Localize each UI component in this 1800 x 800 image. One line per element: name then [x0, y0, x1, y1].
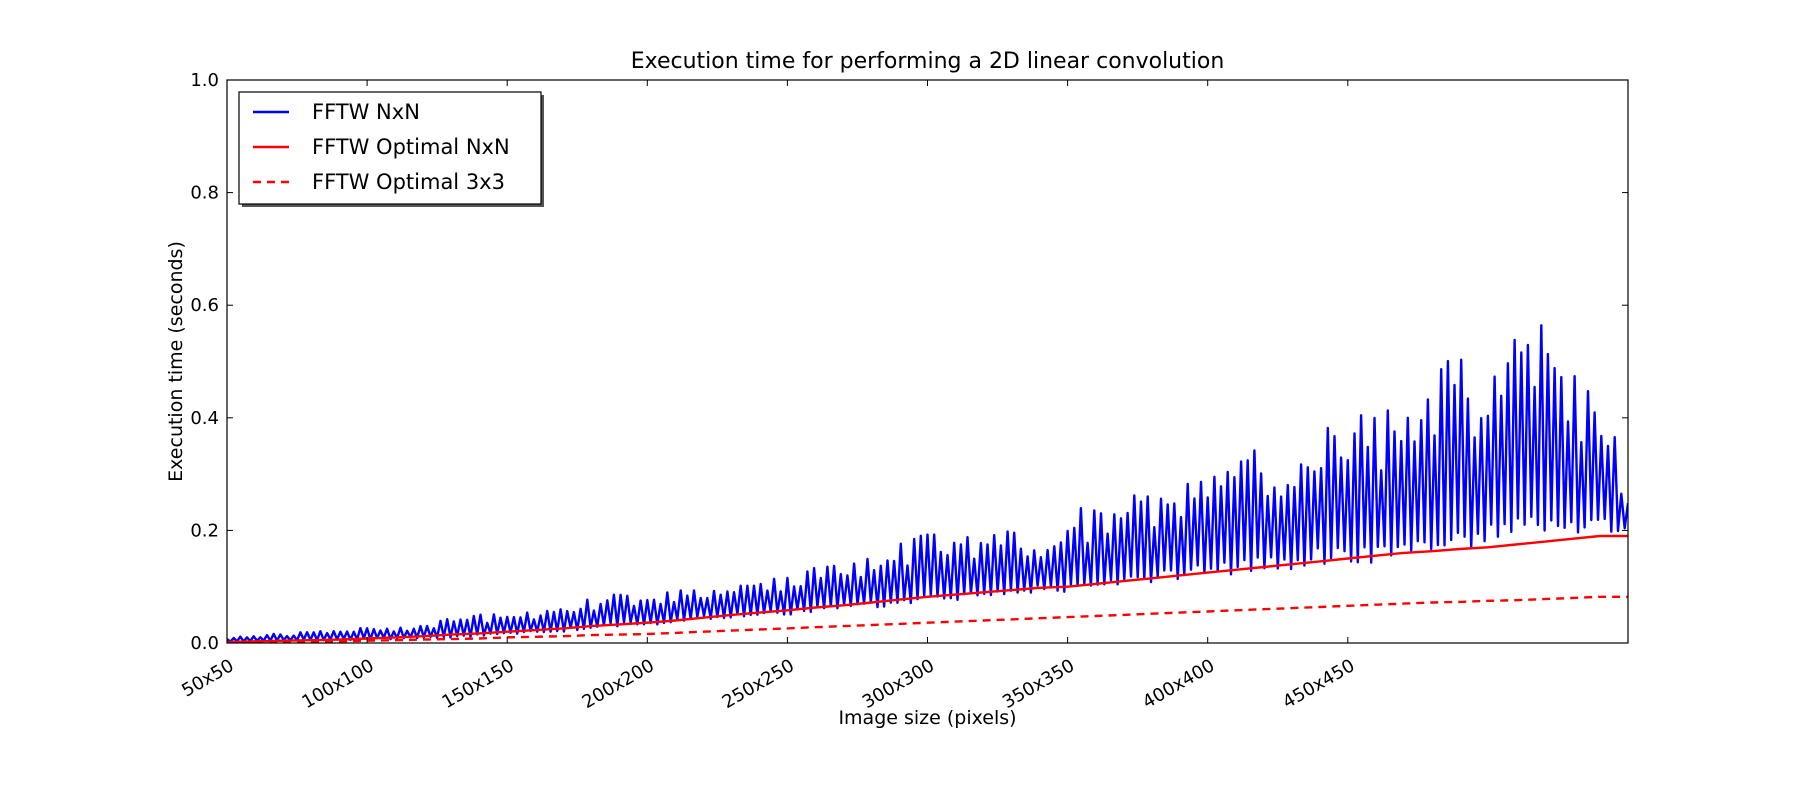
y-tick-label: 0.2	[190, 520, 219, 541]
series-line-2	[227, 595, 1628, 643]
series-line-0	[227, 324, 1628, 643]
legend: FFTW NxN FFTW Optimal NxN FFTW Optimal 3x3	[238, 91, 544, 207]
series-layer	[227, 324, 1628, 643]
legend-label: FFTW NxN	[312, 100, 420, 124]
y-tick-label: 0.8	[190, 183, 219, 204]
y-tick-label: 0.4	[190, 408, 219, 429]
y-axis-label: Execution time (seconds)	[165, 241, 187, 482]
legend-box	[238, 91, 542, 205]
y-axis: 0.0 0.2 0.4 0.6 0.8 1.0	[190, 70, 1628, 654]
legend-label: FFTW Optimal 3x3	[312, 170, 505, 194]
y-tick-label: 0.6	[190, 295, 219, 316]
x-axis-label: Image size (pixels)	[838, 707, 1016, 729]
y-tick-label: 0.0	[190, 633, 219, 654]
legend-label: FFTW Optimal NxN	[312, 135, 510, 159]
chart-title: Execution time for performing a 2D linea…	[631, 49, 1225, 74]
series-line-1	[227, 534, 1628, 643]
y-tick-label: 1.0	[190, 70, 219, 91]
